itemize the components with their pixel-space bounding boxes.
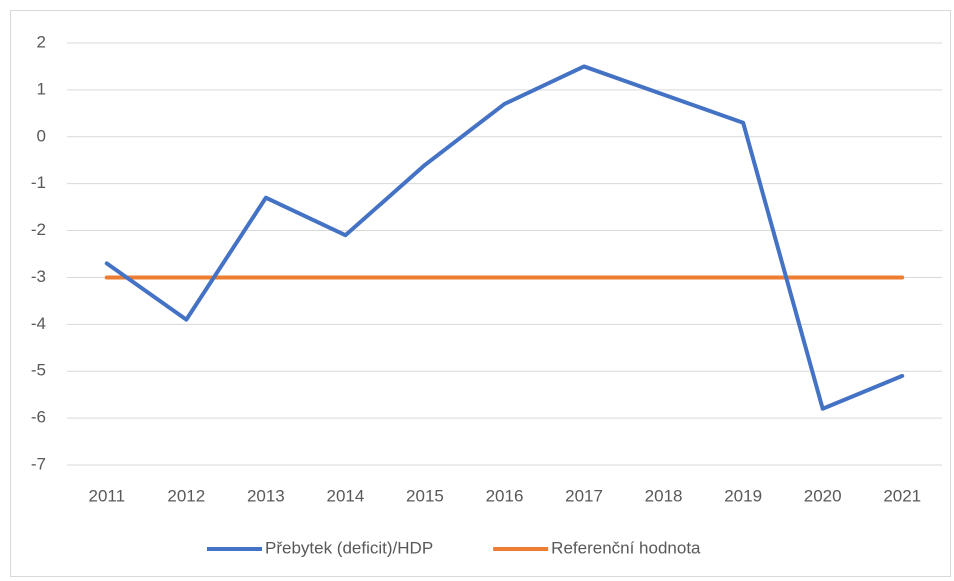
x-tick-label: 2021 [883,486,921,505]
y-tick-label: -7 [31,454,46,473]
legend-label: Referenční hodnota [551,538,701,557]
y-tick-label: -3 [31,267,46,286]
y-tick-label: 1 [37,79,46,98]
chart-frame [10,10,951,577]
y-tick-label: -2 [31,220,46,239]
legend-label: Přebytek (deficit)/HDP [265,538,433,557]
x-tick-label: 2020 [804,486,842,505]
x-tick-label: 2016 [486,486,524,505]
x-tick-label: 2018 [645,486,683,505]
y-tick-label: 2 [37,32,46,51]
x-tick-label: 2019 [724,486,762,505]
y-tick-label: -5 [31,361,46,380]
y-tick-label: -6 [31,408,46,427]
y-tick-label: 0 [37,126,46,145]
y-tick-label: -4 [31,314,46,333]
y-tick-label: -1 [31,173,46,192]
x-tick-label: 2011 [88,486,125,505]
x-tick-label: 2017 [565,486,603,505]
x-tick-label: 2013 [247,486,285,505]
x-tick-label: 2014 [326,486,364,505]
x-tick-label: 2012 [167,486,205,505]
series-line [104,64,905,411]
x-tick-label: 2015 [406,486,444,505]
